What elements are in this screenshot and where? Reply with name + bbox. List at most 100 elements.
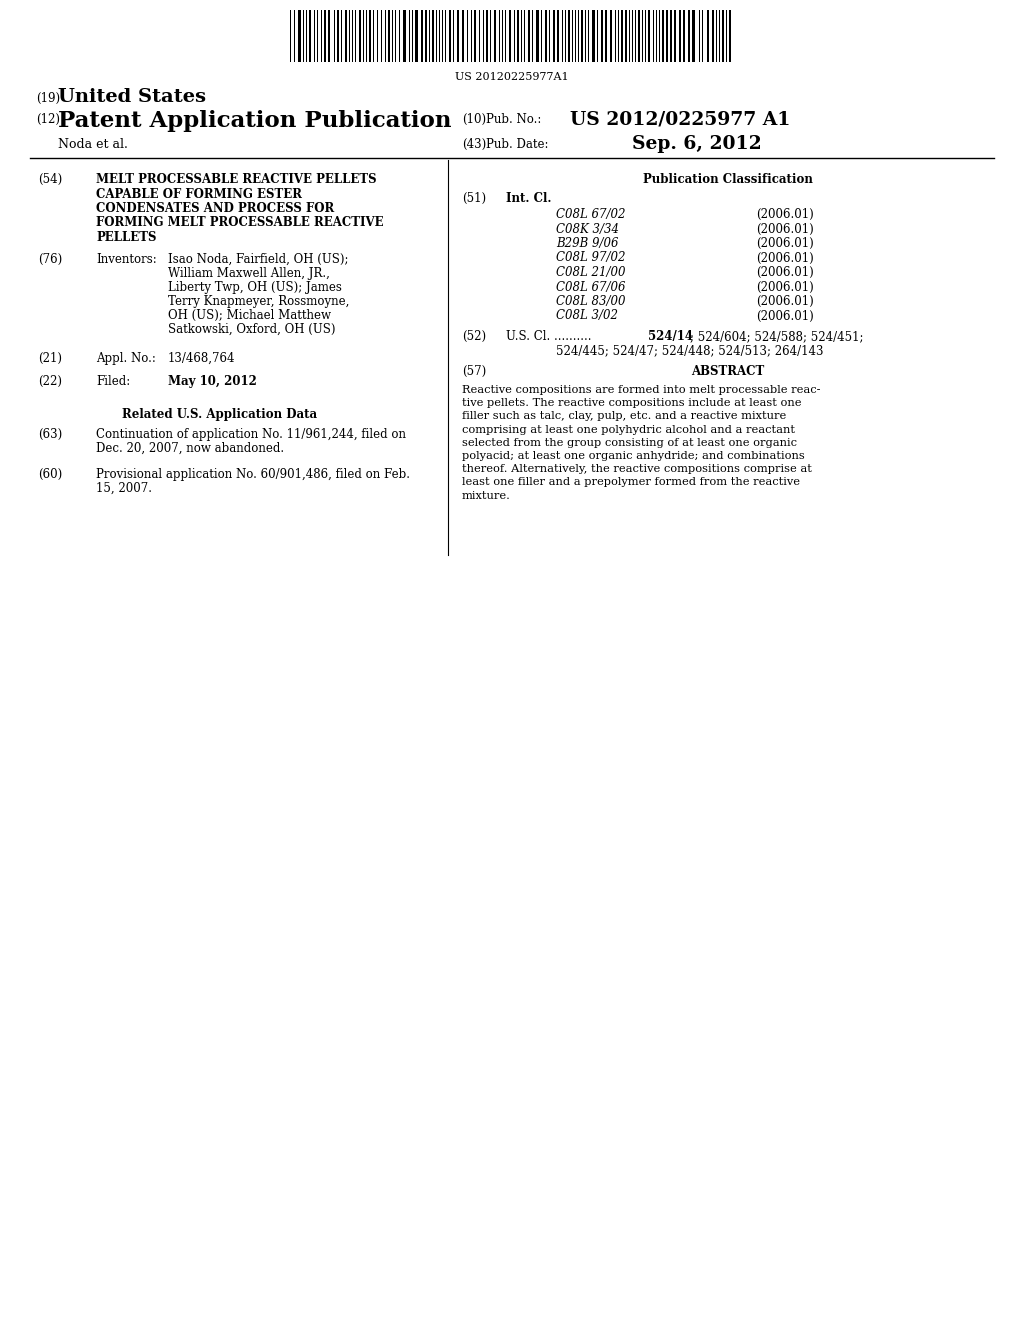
Bar	[359, 11, 361, 62]
Text: filler such as talc, clay, pulp, etc. and a reactive mixture: filler such as talc, clay, pulp, etc. an…	[462, 412, 786, 421]
Text: thereof. Alternatively, the reactive compositions comprise at: thereof. Alternatively, the reactive com…	[462, 465, 812, 474]
Bar	[509, 11, 511, 62]
Bar	[345, 11, 347, 62]
Text: C08L 21/00: C08L 21/00	[556, 267, 626, 279]
Text: Satkowski, Oxford, OH (US): Satkowski, Oxford, OH (US)	[168, 323, 336, 337]
Bar	[729, 11, 731, 62]
Text: Pub. Date:: Pub. Date:	[486, 139, 549, 150]
Text: least one filler and a prepolymer formed from the reactive: least one filler and a prepolymer formed…	[462, 478, 800, 487]
Bar	[581, 11, 583, 62]
Text: (2006.01): (2006.01)	[756, 223, 814, 235]
Text: (76): (76)	[38, 253, 62, 267]
Text: (12): (12)	[36, 114, 60, 125]
Text: Provisional application No. 60/901,486, filed on Feb.: Provisional application No. 60/901,486, …	[96, 469, 410, 480]
Bar	[553, 11, 555, 62]
Text: Related U.S. Application Data: Related U.S. Application Data	[123, 408, 317, 421]
Bar	[545, 11, 547, 62]
Text: Sep. 6, 2012: Sep. 6, 2012	[632, 135, 762, 153]
Bar	[648, 11, 650, 62]
Text: OH (US); Michael Matthew: OH (US); Michael Matthew	[168, 309, 331, 322]
Text: ; 524/604; 524/588; 524/451;: ; 524/604; 524/588; 524/451;	[690, 330, 863, 343]
Text: Liberty Twp, OH (US); James: Liberty Twp, OH (US); James	[168, 281, 342, 294]
Bar	[494, 11, 496, 62]
Text: C08L 3/02: C08L 3/02	[556, 309, 618, 322]
Bar	[638, 11, 640, 62]
Text: (2006.01): (2006.01)	[756, 209, 814, 220]
Bar	[707, 11, 709, 62]
Text: (43): (43)	[462, 139, 486, 150]
Text: C08L 67/02: C08L 67/02	[556, 209, 626, 220]
Bar	[328, 11, 330, 62]
Text: 524/14: 524/14	[648, 330, 693, 343]
Bar	[462, 11, 464, 62]
Text: (2006.01): (2006.01)	[756, 252, 814, 264]
Bar	[670, 11, 672, 62]
Bar	[449, 11, 451, 62]
Text: Patent Application Publication: Patent Application Publication	[58, 110, 452, 132]
Text: (51): (51)	[462, 191, 486, 205]
Bar	[625, 11, 627, 62]
Text: (52): (52)	[462, 330, 486, 343]
Text: Filed:: Filed:	[96, 375, 130, 388]
Bar	[692, 11, 695, 62]
Text: United States: United States	[58, 88, 206, 106]
Bar	[421, 11, 423, 62]
Bar	[388, 11, 390, 62]
Text: Isao Noda, Fairfield, OH (US);: Isao Noda, Fairfield, OH (US);	[168, 253, 348, 267]
Text: C08L 67/06: C08L 67/06	[556, 281, 626, 293]
Text: C08L 97/02: C08L 97/02	[556, 252, 626, 264]
Text: Appl. No.:: Appl. No.:	[96, 352, 156, 366]
Bar	[309, 11, 311, 62]
Text: (2006.01): (2006.01)	[756, 294, 814, 308]
Text: Dec. 20, 2007, now abandoned.: Dec. 20, 2007, now abandoned.	[96, 442, 284, 455]
Text: (22): (22)	[38, 375, 62, 388]
Text: C08K 3/34: C08K 3/34	[556, 223, 618, 235]
Text: 15, 2007.: 15, 2007.	[96, 482, 152, 495]
Bar	[605, 11, 607, 62]
Text: CONDENSATES AND PROCESS FOR: CONDENSATES AND PROCESS FOR	[96, 202, 334, 215]
Text: Pub. No.:: Pub. No.:	[486, 114, 542, 125]
Text: (2006.01): (2006.01)	[756, 267, 814, 279]
Bar	[486, 11, 488, 62]
Bar	[369, 11, 371, 62]
Text: (54): (54)	[38, 173, 62, 186]
Bar	[688, 11, 690, 62]
Text: William Maxwell Allen, JR.,: William Maxwell Allen, JR.,	[168, 267, 330, 280]
Text: CAPABLE OF FORMING ESTER: CAPABLE OF FORMING ESTER	[96, 187, 302, 201]
Bar	[432, 11, 434, 62]
Bar	[403, 11, 406, 62]
Text: May 10, 2012: May 10, 2012	[168, 375, 257, 388]
Text: B29B 9/06: B29B 9/06	[556, 238, 618, 249]
Text: selected from the group consisting of at least one organic: selected from the group consisting of at…	[462, 438, 797, 447]
Text: Terry Knapmeyer, Rossmoyne,: Terry Knapmeyer, Rossmoyne,	[168, 294, 349, 308]
Bar	[601, 11, 603, 62]
Bar	[536, 11, 539, 62]
Bar	[666, 11, 668, 62]
Bar	[298, 11, 301, 62]
Text: ABSTRACT: ABSTRACT	[691, 366, 765, 378]
Bar	[621, 11, 623, 62]
Text: FORMING MELT PROCESSABLE REACTIVE: FORMING MELT PROCESSABLE REACTIVE	[96, 216, 384, 230]
Text: polyacid; at least one organic anhydride; and combinations: polyacid; at least one organic anhydride…	[462, 451, 805, 461]
Bar	[568, 11, 570, 62]
Bar	[557, 11, 559, 62]
Bar	[474, 11, 476, 62]
Text: US 2012/0225977 A1: US 2012/0225977 A1	[570, 110, 791, 128]
Text: (2006.01): (2006.01)	[756, 281, 814, 293]
Text: (10): (10)	[462, 114, 486, 125]
Bar	[457, 11, 459, 62]
Text: (2006.01): (2006.01)	[756, 238, 814, 249]
Bar	[683, 11, 685, 62]
Bar	[679, 11, 681, 62]
Bar	[528, 11, 530, 62]
Bar	[324, 11, 326, 62]
Bar	[610, 11, 612, 62]
Bar	[722, 11, 724, 62]
Bar	[415, 11, 418, 62]
Text: Publication Classification: Publication Classification	[643, 173, 813, 186]
Bar	[592, 11, 595, 62]
Text: (57): (57)	[462, 366, 486, 378]
Bar	[674, 11, 676, 62]
Text: Noda et al.: Noda et al.	[58, 139, 128, 150]
Bar	[712, 11, 714, 62]
